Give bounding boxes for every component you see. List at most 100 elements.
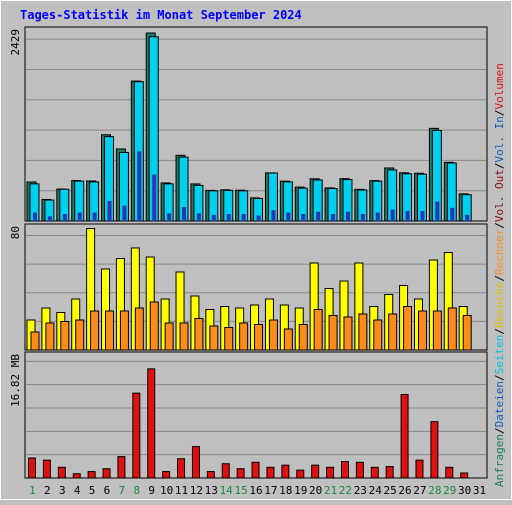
bar-seiten-day-26: [405, 210, 410, 221]
x-tick-label-day-9: 9: [148, 484, 155, 497]
legend-item-anfragen: Anfragen: [493, 434, 506, 487]
x-tick-label-day-31: 31: [473, 484, 486, 497]
x-tick-label-day-8: 8: [133, 484, 140, 497]
x-tick-label-day-30: 30: [458, 484, 471, 497]
bar-volumen-day-19: [296, 469, 305, 479]
bar-volumen-day-6: [102, 468, 111, 479]
bar-seiten-day-24: [375, 212, 380, 221]
bar-rechner-day-3: [60, 321, 70, 351]
bar-volumen-day-24: [370, 466, 379, 479]
bar-seiten-day-22: [345, 211, 350, 221]
panel-visits: 80: [9, 223, 488, 351]
legend-item-rechner: Rechner: [493, 228, 506, 275]
x-tick-label-day-24: 24: [369, 484, 383, 497]
bar-volumen-day-25: [385, 466, 394, 479]
panel-volume-ymax-label: 16.82 MB: [9, 354, 22, 407]
bar-seiten-day-28: [435, 201, 440, 221]
legend-item-volumen: Volumen: [493, 63, 506, 109]
legend-item-besuche: Besuche: [493, 282, 506, 328]
x-tick-label-day-3: 3: [59, 484, 66, 497]
bar-seiten-day-4: [77, 212, 82, 221]
bar-seiten-day-15: [241, 214, 246, 221]
bar-volumen-day-18: [281, 464, 290, 479]
bar-seiten-day-2: [47, 216, 52, 221]
bar-rechner-day-14: [224, 327, 234, 351]
bar-rechner-day-9: [149, 301, 159, 351]
x-tick-label-day-15: 15: [234, 484, 247, 497]
bar-volumen-day-13: [206, 471, 215, 479]
legend-item-vol-in: Vol. In: [493, 116, 506, 162]
x-tick-label-day-20: 20: [309, 484, 322, 497]
x-tick-label-day-11: 11: [175, 484, 188, 497]
bar-seiten-day-6: [107, 200, 112, 221]
bar-rechner-day-22: [343, 316, 353, 351]
bar-seiten-day-30: [465, 214, 470, 221]
bar-seiten-day-14: [226, 214, 231, 221]
bar-volumen-day-3: [57, 466, 66, 479]
panel-hits: 2429: [9, 26, 488, 222]
legend-separator: /: [493, 275, 506, 282]
legend-item-seiten: Seiten: [493, 335, 506, 375]
x-tick-label-day-26: 26: [398, 484, 411, 497]
bar-seiten-day-9: [152, 174, 157, 221]
bar-seiten-day-23: [360, 214, 365, 221]
bar-rechner-day-5: [90, 310, 100, 351]
bar-rechner-day-29: [447, 307, 457, 351]
bar-volumen-day-5: [87, 471, 96, 479]
bar-volumen-day-26: [400, 394, 409, 479]
bar-rechner-day-30: [462, 315, 472, 351]
bar-rechner-day-12: [194, 318, 204, 351]
right-legend-text: Anfragen/Dateien/Seiten/Besuche/Rechner/…: [493, 63, 506, 487]
bar-seiten-day-5: [92, 212, 97, 221]
legend-item-dateien: Dateien: [493, 381, 506, 427]
bar-seiten-day-21: [331, 214, 336, 221]
x-tick-label-day-7: 7: [119, 484, 126, 497]
x-tick-label-day-22: 22: [339, 484, 352, 497]
x-tick-label-day-13: 13: [205, 484, 218, 497]
bar-rechner-day-26: [403, 306, 413, 351]
legend-separator: /: [493, 427, 506, 434]
bar-volumen-day-1: [28, 457, 36, 479]
bar-rechner-day-7: [119, 310, 129, 351]
bar-volumen-day-30: [460, 472, 469, 479]
bar-volumen-day-12: [191, 446, 200, 479]
panel-visits-bars: [26, 228, 472, 351]
legend-separator: /: [493, 328, 506, 335]
bar-rechner-day-13: [209, 325, 219, 351]
bar-seiten-day-29: [450, 207, 455, 221]
bar-volumen-day-27: [415, 459, 424, 479]
bar-seiten-day-18: [286, 212, 291, 221]
bar-volumen-day-29: [445, 466, 454, 479]
bar-seiten-day-11: [182, 207, 187, 221]
bar-rechner-day-11: [179, 322, 189, 351]
legend-separator: /: [493, 162, 506, 169]
bar-rechner-day-4: [75, 319, 85, 351]
x-tick-label-day-19: 19: [294, 484, 307, 497]
x-tick-label-day-23: 23: [354, 484, 367, 497]
chart-title: Tages-Statistik im Monat September 2024: [20, 8, 302, 22]
legend-separator: /: [493, 109, 506, 116]
x-tick-label-day-14: 14: [220, 484, 234, 497]
bar-seiten-day-10: [167, 213, 172, 221]
bar-rechner-day-17: [268, 319, 278, 351]
bar-rechner-day-28: [432, 310, 442, 351]
bar-volumen-day-11: [177, 458, 186, 479]
x-tick-label-day-28: 28: [428, 484, 441, 497]
bar-rechner-day-24: [373, 319, 383, 351]
legend-item-vol-out: Vol. Out: [493, 169, 506, 222]
bar-rechner-day-16: [254, 324, 264, 351]
bar-seiten-day-27: [420, 210, 425, 221]
panel-visits-ymax-label: 80: [9, 226, 22, 239]
x-tick-label-day-12: 12: [190, 484, 203, 497]
bar-seiten-day-13: [211, 214, 216, 221]
x-tick-label-day-2: 2: [44, 484, 51, 497]
bar-volumen-day-23: [355, 461, 364, 479]
x-tick-label-day-27: 27: [413, 484, 426, 497]
legend-separator: /: [493, 222, 506, 229]
bar-volumen-day-28: [430, 421, 439, 479]
bar-volumen-day-15: [236, 468, 245, 479]
x-tick-label-day-1: 1: [29, 484, 36, 497]
x-tick-label-day-16: 16: [249, 484, 262, 497]
panel-volume: 16.82 MB: [9, 351, 488, 479]
